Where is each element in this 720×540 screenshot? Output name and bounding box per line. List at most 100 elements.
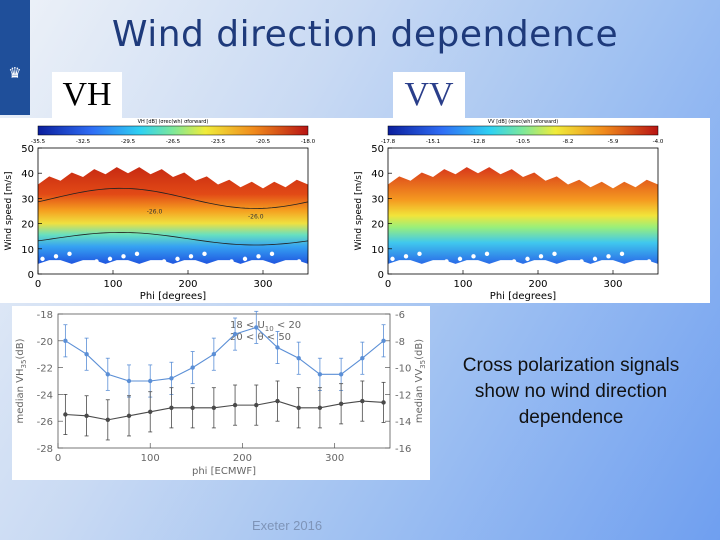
data-point <box>232 402 238 408</box>
data-point <box>381 338 386 343</box>
plot-frame <box>387 147 659 275</box>
y-tick-label: 30 <box>21 194 34 205</box>
colorbar-title: VV [dB] (σrec(wh) σforward) <box>488 119 559 125</box>
contour-label: -26.0 <box>248 214 264 221</box>
colorbar-tick-label: -15.1 <box>426 139 440 145</box>
data-gap <box>188 254 194 259</box>
data-point <box>105 417 111 423</box>
caption-text: Cross polarization signals show no wind … <box>462 355 680 428</box>
plot-frame <box>57 313 391 449</box>
data-point <box>84 413 89 419</box>
y-axis-label-left-sub: 35 <box>20 360 28 369</box>
data-gap <box>579 259 584 264</box>
y-tick-label-left: -22 <box>37 364 53 375</box>
vh-label: VH <box>52 72 122 118</box>
data-gap <box>202 251 207 257</box>
y-tick-label-left: -28 <box>37 444 53 455</box>
colorbar-tick-label: -23.5 <box>211 139 226 145</box>
data-gap <box>121 254 126 259</box>
data-gap <box>283 261 288 267</box>
y-axis-label-left: median VH35(dB) <box>15 338 28 423</box>
x-tick-label: 100 <box>103 279 122 290</box>
data-point <box>317 372 323 377</box>
data-point <box>338 401 344 406</box>
data-point <box>63 338 68 343</box>
y-tick-label: 10 <box>21 245 34 256</box>
data-gap <box>565 261 571 267</box>
data-gap <box>269 251 275 257</box>
y-axis-label: Wind speed [m/s] <box>4 171 14 250</box>
data-gap <box>592 256 598 262</box>
heatmap-field <box>388 167 658 264</box>
annotation-incidence: 20 < θ < 50 <box>230 332 291 343</box>
data-point <box>148 409 153 415</box>
y-axis-label: Wind speed [m/s] <box>354 171 364 250</box>
y-tick-label-right: -16 <box>395 444 411 455</box>
vv-label: VV <box>393 72 465 118</box>
y-tick-label-right: -10 <box>395 364 411 375</box>
vv-heatmap: VV [dB] (σrec(wh) σforward) -17.8 -15.1 -12… <box>354 119 664 302</box>
data-point <box>317 405 323 410</box>
plot-frame <box>37 147 309 275</box>
data-gap <box>498 261 503 267</box>
y-tick-label: 30 <box>371 194 384 205</box>
annotation-wind-main: 18 < U <box>230 320 265 331</box>
data-gap <box>390 256 395 262</box>
slide-title: Wind direction dependence <box>111 14 619 55</box>
y-tick-label-left: -24 <box>37 390 53 401</box>
colorbar-tick-label: -17.8 <box>381 139 396 145</box>
colorbar-tick-label: -10.5 <box>516 139 531 145</box>
x-tick-label: 300 <box>253 279 272 290</box>
data-point <box>381 400 386 405</box>
x-tick-label: 200 <box>233 453 252 464</box>
colorbar <box>37 125 309 136</box>
data-gap <box>242 256 248 262</box>
x-tick-label: 200 <box>178 279 197 290</box>
annotation-wind-rest: < 20 <box>274 320 301 331</box>
series-line <box>65 326 384 382</box>
data-gap <box>646 259 652 264</box>
y-tick-label-right: -12 <box>395 390 411 401</box>
colorbar-tick-label: -26.5 <box>166 139 181 145</box>
x-tick-label: 200 <box>528 279 547 290</box>
data-gap <box>430 261 436 267</box>
data-gap <box>148 261 153 267</box>
data-point <box>126 413 132 419</box>
heatmap-field <box>38 167 308 264</box>
colorbar-tick-label: -5.9 <box>608 139 619 145</box>
y-tick-label: 50 <box>371 144 384 155</box>
crest-icon: ♛ <box>8 64 22 82</box>
colorbar-title: VH [dB] (σrec(wh) σforward) <box>138 119 209 125</box>
y-tick-label: 10 <box>371 245 384 256</box>
data-point <box>232 331 238 337</box>
x-axis-label: Phi [degrees] <box>140 291 206 302</box>
y-axis-label-right-unit: (dB) <box>414 339 425 360</box>
x-tick-label: 100 <box>141 453 160 464</box>
median-chart-panel: -28 -26 -24 -22 -20 -18 -16 -14 -12 -10 -8 -6 0 100 20… <box>12 306 430 480</box>
x-tick-label: 300 <box>603 279 622 290</box>
y-axis-label-right-sub: 35 <box>419 360 427 369</box>
y-tick-label: 0 <box>378 270 384 281</box>
colorbar-tick-label: -29.5 <box>121 139 136 145</box>
data-gap <box>444 259 449 264</box>
colorbar-tick-label: -35.5 <box>31 139 46 145</box>
y-tick-label-left: -26 <box>37 417 53 428</box>
data-gap <box>484 251 490 257</box>
contour-line <box>37 187 309 209</box>
median-chart-svg: -28 -26 -24 -22 -20 -18 -16 -14 -12 -10 -8 -6 0 100 20… <box>15 310 427 477</box>
data-gap <box>619 251 625 257</box>
data-point <box>148 378 153 384</box>
data-gap <box>538 254 544 259</box>
y-tick-label: 40 <box>371 169 384 180</box>
data-point <box>84 352 89 357</box>
data-point <box>296 356 301 361</box>
heatmaps-svg: VH [dB] (σrec(wh) σforward) -35.5 -32.5 -29… <box>4 119 664 302</box>
contour-line <box>37 232 309 246</box>
data-gap <box>606 254 611 259</box>
data-point <box>190 365 195 370</box>
data-point <box>275 345 280 350</box>
x-axis-label: phi [ECMWF] <box>192 466 256 477</box>
y-tick-label-left: -20 <box>37 337 53 348</box>
x-tick-label: 100 <box>453 279 472 290</box>
data-gap <box>67 251 72 257</box>
